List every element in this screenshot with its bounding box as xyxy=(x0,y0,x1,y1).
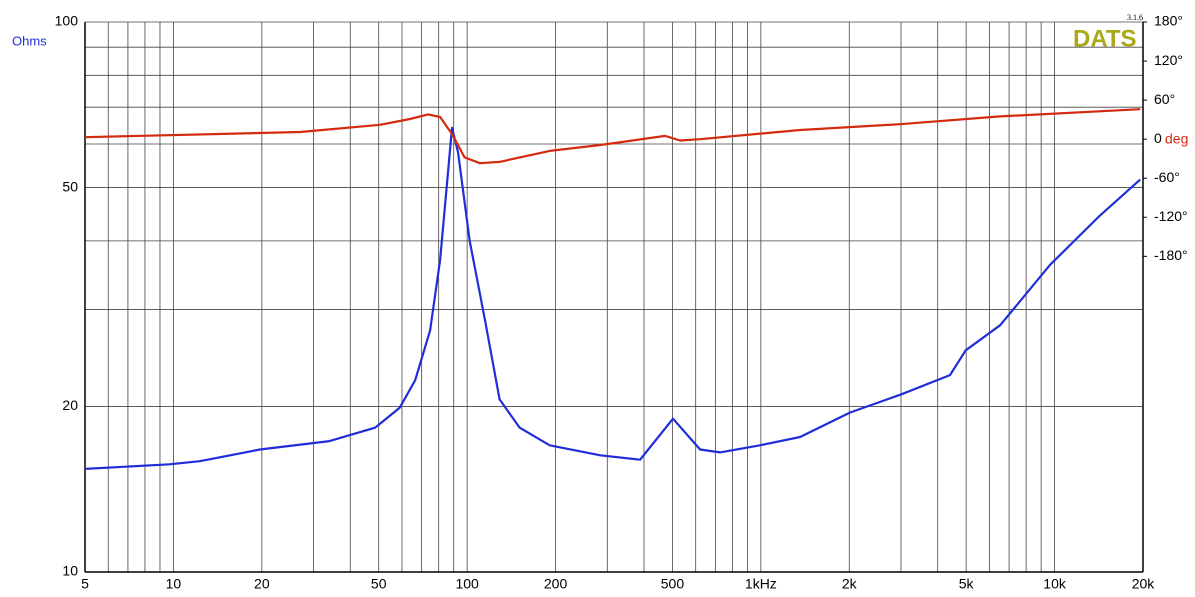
x-tick-label: 5k xyxy=(959,576,975,592)
y2-tick-label: -120° xyxy=(1154,208,1188,224)
x-tick-label: 100 xyxy=(455,576,479,592)
logo: DATS xyxy=(1073,25,1137,52)
y-tick-label: 10 xyxy=(62,563,78,579)
x-tick-label: 5 xyxy=(81,576,89,592)
x-tick-label: 500 xyxy=(661,576,685,592)
y2-tick-label: -180° xyxy=(1154,247,1188,263)
series-line xyxy=(84,126,1141,470)
x-tick-label: 200 xyxy=(544,576,568,592)
x-tick-label: 10 xyxy=(166,576,182,592)
y2-tick-label: -60° xyxy=(1154,169,1180,185)
x-tick-label: 20k xyxy=(1132,576,1156,592)
y-tick-label: 50 xyxy=(62,178,78,194)
y2-tick-label: 60° xyxy=(1154,91,1175,107)
y2-tick-label: 0 xyxy=(1154,130,1162,146)
version: 3.1.6 xyxy=(1127,13,1143,22)
y2-tick-label: 180° xyxy=(1154,13,1183,29)
series-line xyxy=(84,108,1141,165)
x-tick-label: 1kHz xyxy=(745,576,777,592)
x-tick-label: 2k xyxy=(842,576,858,592)
y-tick-label: 20 xyxy=(62,397,78,413)
y-axis-label: Ohms xyxy=(12,33,47,48)
y2-axis-label: deg xyxy=(1165,131,1188,147)
x-tick-label: 20 xyxy=(254,576,270,592)
y2-tick-label: 120° xyxy=(1154,52,1183,68)
y-tick-label: 100 xyxy=(55,13,79,29)
x-tick-label: 50 xyxy=(371,576,387,592)
x-tick-label: 10k xyxy=(1043,576,1067,592)
